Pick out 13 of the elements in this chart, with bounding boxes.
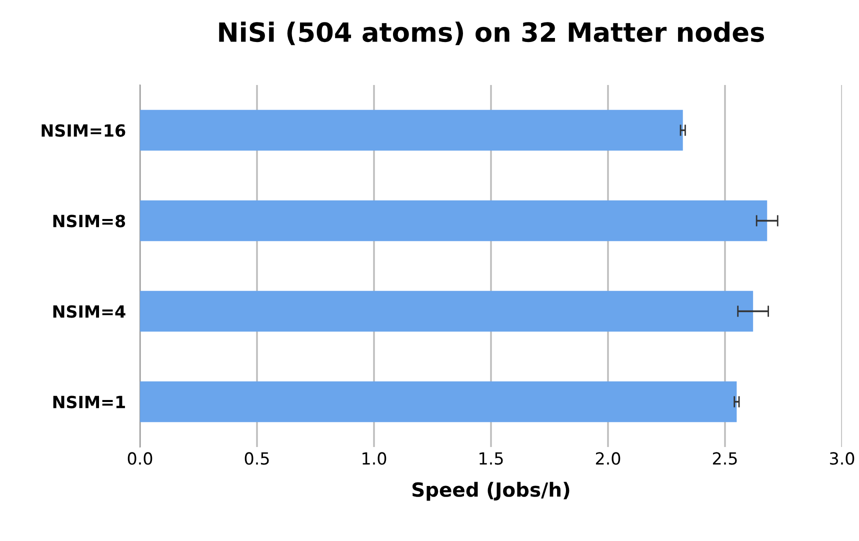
y-tick-label: NSIM=8 [53,214,126,228]
x-tick-label: 3.0 [830,452,854,465]
x-tick-label: 2.5 [712,452,737,465]
x-tick-label: 0.0 [128,452,152,465]
x-tick-label: 0.5 [244,452,269,465]
y-tick-label: NSIM=4 [53,305,126,318]
y-tick-label: NSIM=16 [42,124,126,137]
x-tick-label: 1.0 [362,452,386,465]
x-tick-label: 1.5 [480,452,503,465]
x-tick-label: 2.0 [596,452,620,465]
chart-title: NiSi (504 atoms) on 32 Matter nodes [219,22,764,46]
x-axis-title: Speed (Jobs/h) [412,482,570,501]
y-tick-label: NSIM=1 [53,396,125,408]
